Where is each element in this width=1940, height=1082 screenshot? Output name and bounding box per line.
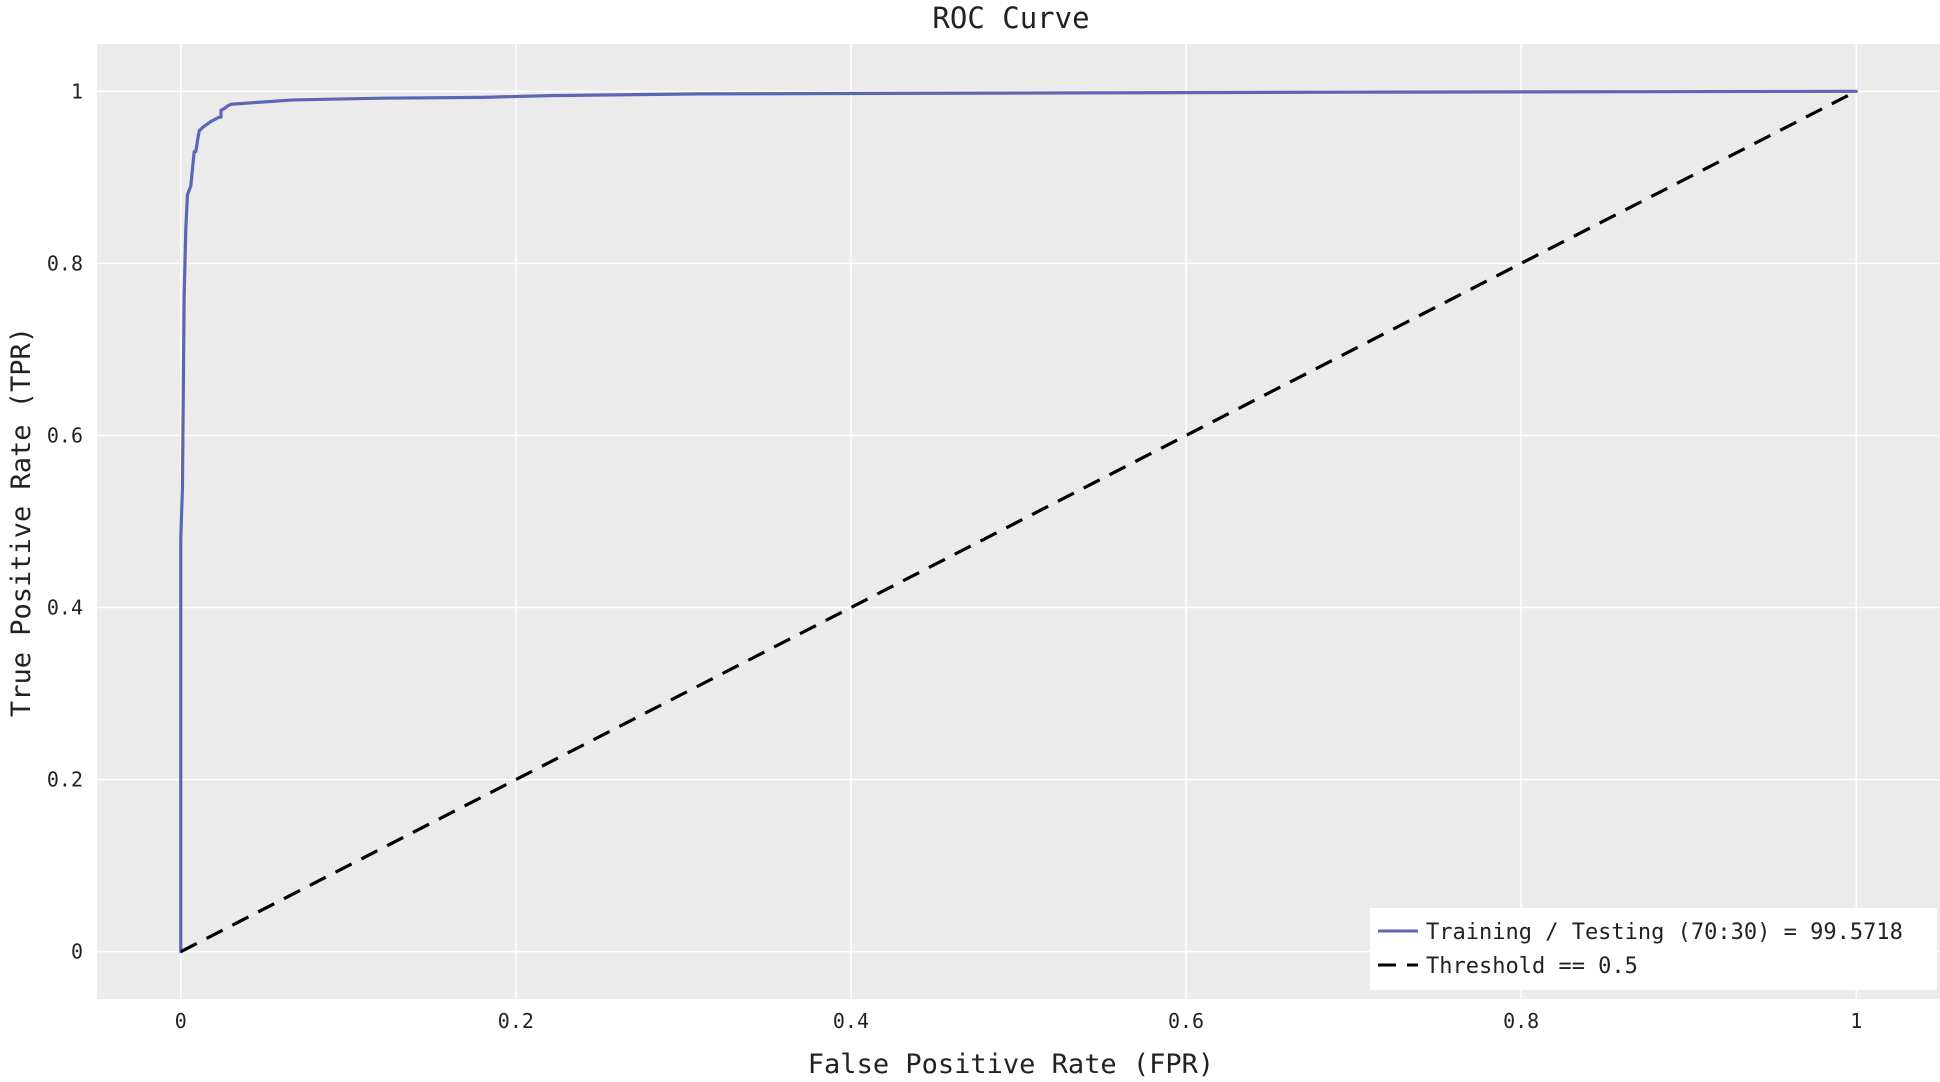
x-tick-label: 0 [175, 1009, 187, 1033]
y-axis-title: True Positive Rate (TPR) [6, 327, 37, 717]
x-tick-label: 0.4 [833, 1009, 869, 1033]
y-tick-label: 0.2 [47, 768, 83, 792]
legend-box [1370, 908, 1937, 990]
y-tick-label: 0.6 [47, 423, 83, 447]
y-tick-label: 1 [71, 79, 83, 103]
x-tick-label: 1 [1850, 1009, 1862, 1033]
tick-labels: 0 0.2 0.4 0.6 0.8 1 0 0.2 0.4 0.6 0.8 1 [47, 79, 1862, 1033]
x-tick-label: 0.8 [1503, 1009, 1539, 1033]
x-axis-title: False Positive Rate (FPR) [808, 1049, 1214, 1080]
series-line-threshold [180, 89, 1857, 954]
legend: Training / Testing (70:30) = 99.5718 Thr… [1370, 908, 1937, 990]
y-tick-label: 0.4 [47, 596, 83, 620]
series-lines [179, 89, 1858, 954]
y-tick-label: 0.8 [47, 251, 83, 275]
x-tick-label: 0.6 [1168, 1009, 1204, 1033]
series-line-training-testing [179, 89, 1858, 954]
legend-label-training-testing: Training / Testing (70:30) = 99.5718 [1426, 920, 1903, 945]
y-tick-label: 0 [71, 940, 83, 964]
x-tick-label: 0.2 [498, 1009, 534, 1033]
legend-label-threshold: Threshold == 0.5 [1426, 954, 1638, 979]
chart-title: ROC Curve [932, 1, 1089, 35]
